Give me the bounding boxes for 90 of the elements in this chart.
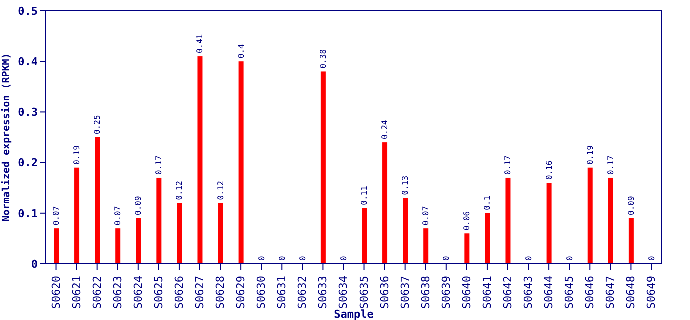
bar (320, 72, 326, 264)
bar (218, 203, 224, 264)
y-tick-label: 0 (31, 258, 38, 271)
data-label: 0.19 (586, 145, 595, 165)
x-tick-label: S0621 (70, 276, 84, 310)
y-axis-title: Normalized expression (RPKM) (0, 53, 13, 222)
x-tick-label: S0628 (214, 276, 228, 310)
x-tick-label: S0638 (419, 276, 432, 310)
x-tick-label: S0620 (50, 276, 63, 310)
x-tick-label: S0630 (255, 276, 268, 310)
bar (424, 228, 429, 264)
data-label: 0 (339, 256, 348, 261)
data-label: 0.19 (72, 145, 82, 165)
bar (74, 168, 80, 264)
data-label: 0.17 (154, 156, 164, 175)
data-label: 0 (647, 256, 656, 261)
data-label: 0.16 (544, 160, 554, 180)
bar (198, 56, 203, 264)
x-tick-label: S0627 (194, 276, 206, 310)
data-label: 0.25 (93, 115, 102, 134)
y-tick-label: 0.4 (18, 56, 38, 69)
x-tick-label: S0637 (398, 276, 412, 310)
data-label: 0.12 (216, 180, 226, 200)
data-label: 0.13 (401, 176, 410, 196)
x-tick-label: S0624 (132, 276, 145, 310)
data-label: 0 (278, 256, 287, 261)
x-axis-title: Sample (334, 308, 374, 320)
x-tick-label: S0625 (152, 276, 166, 310)
x-tick-label: S0640 (460, 276, 474, 310)
data-label: 0.1 (483, 196, 492, 210)
x-tick-label: S0641 (480, 276, 494, 310)
data-label: 0 (257, 256, 266, 261)
x-tick-label: S0626 (172, 276, 186, 310)
bar (136, 218, 142, 264)
data-label: 0 (442, 256, 452, 261)
data-label: 0.07 (422, 206, 431, 226)
bar (403, 198, 408, 264)
bar (485, 213, 490, 264)
data-label: 0.24 (380, 120, 390, 140)
x-tick-label: S0635 (358, 276, 371, 310)
x-tick-label: S0632 (296, 276, 310, 310)
bar (95, 138, 100, 264)
data-label: 0.09 (134, 196, 144, 216)
y-tick-label: 0.5 (18, 4, 38, 18)
x-tick-label: S0648 (624, 276, 638, 310)
data-label: 0 (524, 256, 534, 261)
data-label: 0 (565, 256, 574, 261)
bar (238, 62, 244, 264)
bar (464, 234, 470, 264)
y-tick-label: 0.2 (18, 156, 38, 170)
bar (156, 178, 162, 264)
x-tick-label: S0623 (111, 276, 124, 310)
data-label: 0.11 (360, 186, 369, 206)
bar (362, 208, 367, 264)
x-tick-label: S0639 (440, 276, 453, 310)
x-tick-label: S0633 (316, 276, 330, 310)
bar (116, 228, 121, 264)
x-tick-label: S0629 (234, 276, 248, 310)
data-label: 0.38 (318, 49, 328, 69)
data-label: 0.07 (114, 206, 123, 226)
y-tick-label: 0.3 (18, 106, 38, 120)
x-tick-label: S0634 (337, 276, 350, 310)
data-label: 0.4 (236, 44, 246, 59)
x-tick-label: S0646 (584, 276, 597, 310)
data-label: 0.12 (175, 180, 184, 200)
data-label: 0.07 (52, 206, 61, 226)
bar (177, 203, 182, 264)
x-tick-label: S0622 (90, 276, 104, 310)
data-label: 0.06 (462, 211, 472, 231)
data-label: 0.17 (606, 156, 616, 175)
bar (506, 178, 511, 264)
bar (382, 142, 388, 264)
bar (588, 168, 593, 264)
x-tick-label: S0647 (604, 276, 618, 310)
bar (608, 178, 614, 264)
bar (546, 183, 552, 264)
bar (54, 228, 59, 264)
x-tick-label: S0645 (563, 276, 576, 310)
x-tick-label: S0644 (542, 276, 556, 310)
x-tick-label: S0631 (276, 276, 289, 310)
data-label: 0.17 (504, 156, 513, 175)
x-tick-label: S0649 (645, 276, 658, 310)
data-label: 0.41 (196, 34, 205, 54)
y-tick-label: 0.1 (18, 207, 38, 220)
bar (628, 218, 634, 264)
x-tick-label: S0636 (378, 276, 392, 310)
data-label: 0.09 (626, 196, 636, 216)
x-tick-label: S0642 (502, 276, 514, 310)
data-label: 0 (298, 256, 308, 261)
x-tick-label: S0643 (522, 276, 536, 310)
